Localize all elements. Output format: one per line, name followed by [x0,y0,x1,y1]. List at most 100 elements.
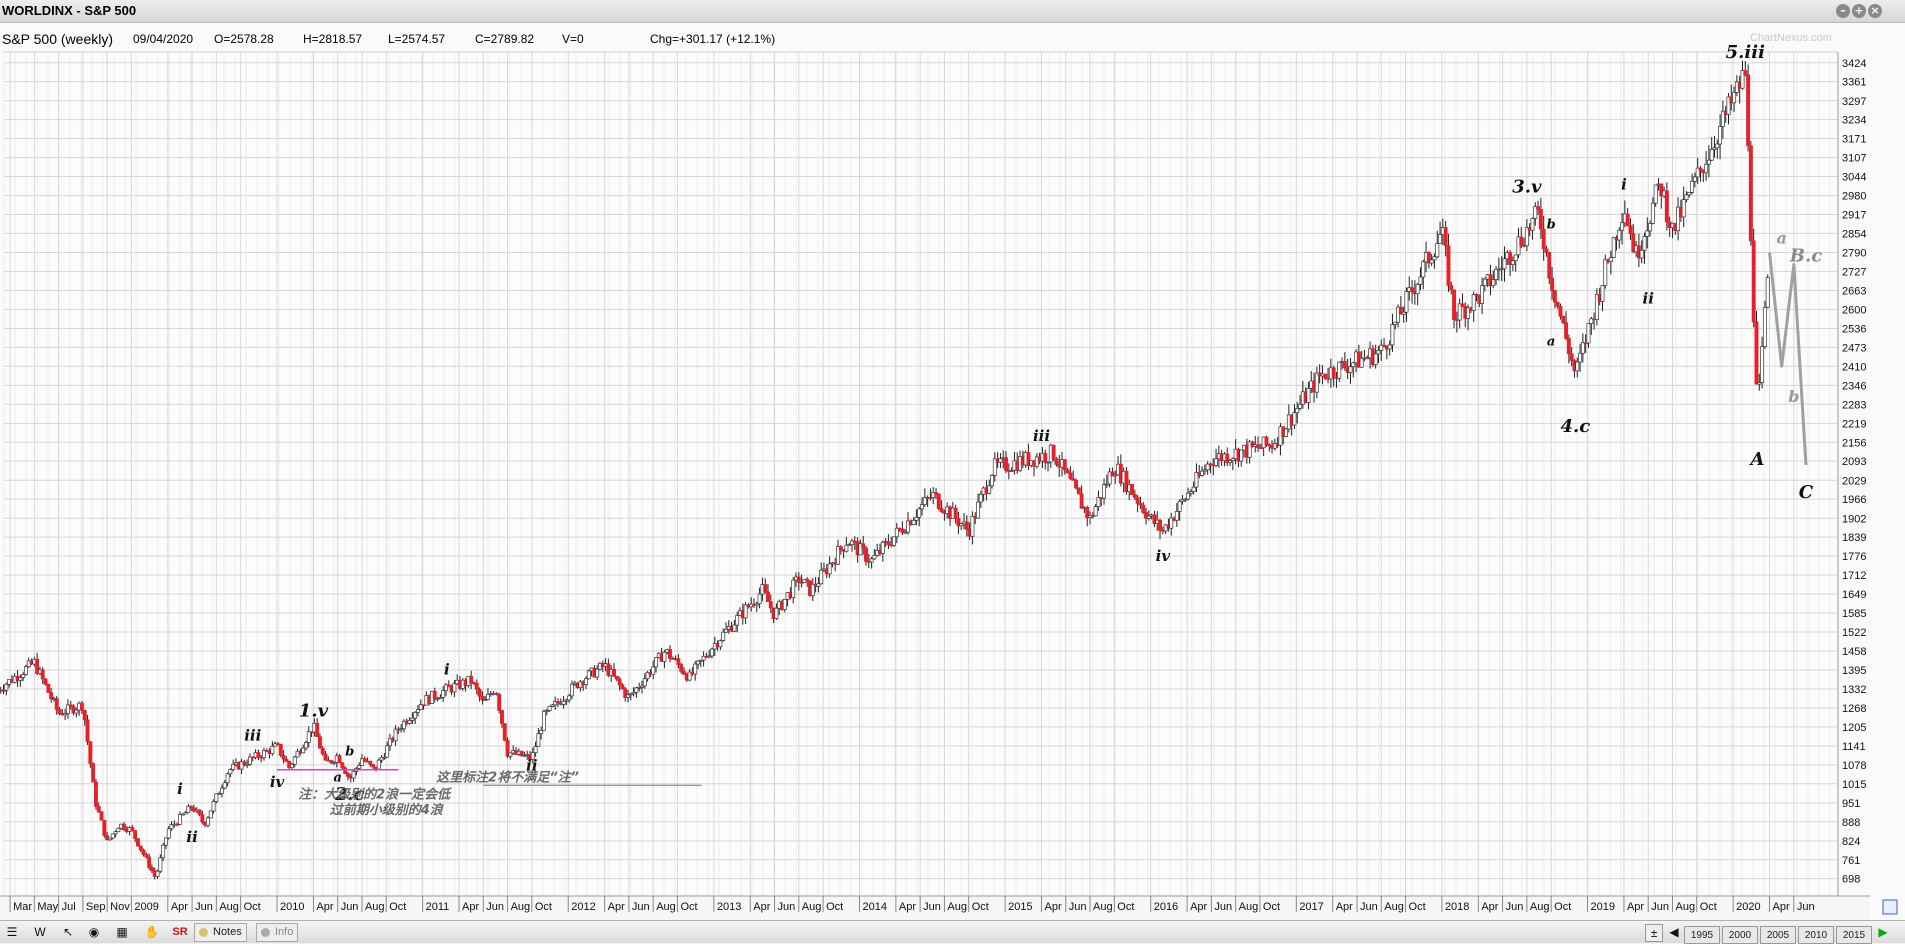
candle-up [1177,500,1182,512]
x-tick-label: 2011 [426,901,450,913]
annotation-lines [277,252,1808,786]
info-date: 09/04/2020 [133,32,194,46]
candle-up [1594,293,1599,320]
maximize-icon[interactable]: + [1852,4,1866,18]
candle-up [911,519,916,526]
candle-down [617,678,622,686]
candle-up [270,745,275,754]
candle-up [295,750,300,758]
candle-down [102,819,107,836]
x-tick-label: Nov [110,901,130,913]
candle-up [735,615,740,626]
x-tick-label: Aug [219,901,239,913]
price-chart[interactable]: iiiiiiiv1.vab2.ciiiiiiiv3.vba4.ciii5.iii… [0,0,1905,920]
candle-up [1169,517,1174,529]
cursor-icon[interactable]: ↖ [62,925,74,939]
palette-icon[interactable]: ◉ [88,925,100,939]
x-tick-label: Aug [1384,901,1404,913]
candle-up [169,824,174,830]
candle-up [1200,470,1204,476]
minimize-icon[interactable]: – [1836,4,1850,18]
candle-up [1687,192,1692,196]
x-tick-label: Oct [535,901,552,913]
candle-up [544,710,549,712]
candle-down [1068,472,1073,480]
candle-down [40,669,45,680]
candle-down [278,743,283,756]
scroll-right-icon[interactable]: ▶ [1878,925,1888,939]
year-range-box[interactable]: 2015 [1836,926,1872,944]
layout-icon[interactable]: ▦ [116,925,128,939]
x-axis: Mar May Jul Sep Nov 2009 Apr Jun Aug Oct 2010 Apr Ju… [0,895,1898,920]
candle-up [385,745,390,758]
candle-up [1292,412,1297,426]
candle-up [1653,184,1658,204]
candle-down [1664,190,1669,223]
candle-up [410,717,415,721]
candle-up [536,733,541,747]
candle-down [1043,452,1048,463]
candle-up [211,801,216,812]
x-tick-label: Jun [195,901,213,913]
candle-up [987,485,992,494]
info-change: Chg=+301.17 (+12.1%) [650,32,776,46]
candle-up [1418,276,1423,285]
notes-tab[interactable]: Notes [194,923,247,942]
candle-up [724,628,728,633]
candle-up [998,458,1003,463]
candle-up [1034,456,1039,467]
candle-down [934,492,938,495]
sr-icon[interactable]: SR [172,926,188,938]
chart-grid [3,51,1839,897]
zoom-icon[interactable]: ± [1645,924,1663,942]
close-icon[interactable]: × [1868,4,1882,18]
candle-up [444,684,448,691]
x-tick-label: Aug [1239,901,1259,913]
candle-up [1186,492,1190,500]
candle-down [1074,480,1078,489]
candle-down [494,692,499,695]
w-icon[interactable]: W [34,925,46,939]
y-tick-label: 1332 [1842,684,1866,696]
candle-down [1625,213,1630,227]
candle-up [550,704,555,707]
candle-down [936,493,941,509]
wave-label: i [444,661,450,679]
candle-down [315,722,320,738]
candle-up [1284,428,1289,437]
hand-icon[interactable]: ✋ [144,925,160,939]
x-tick-label: Apr [1190,901,1207,913]
wave-label: iv [270,773,285,791]
candle-down [763,584,768,593]
candle-up [701,655,706,661]
candle-up [1692,176,1697,182]
year-range-box[interactable]: 2005 [1760,926,1796,944]
candle-up [1578,352,1583,363]
annotation-text: 这里标注2将不满足“注” [436,770,579,786]
candle-up [1482,278,1487,286]
candle-up [1093,506,1098,517]
info-icon [261,928,270,937]
candle-down [861,543,866,549]
info-tab[interactable]: Info [256,923,299,942]
candle-down [49,692,54,700]
candle-up [906,520,910,533]
candle-up [1247,441,1252,458]
year-range-box[interactable]: 2010 [1798,926,1834,944]
candle-up [1401,311,1406,315]
x-tick-label: Jun [341,901,359,913]
candle-up [1393,321,1398,325]
year-range-box[interactable]: 1995 [1684,926,1720,944]
candle-up [1620,222,1625,231]
candle-down [189,805,194,809]
candle-up [1432,256,1437,261]
scroll-left-icon[interactable]: ◀ [1669,925,1679,939]
year-range-box[interactable]: 2000 [1722,926,1758,944]
candle-up [872,554,877,560]
y-tick-label: 3044 [1842,172,1866,184]
notes-icon [199,928,208,937]
x-tick-label: Jul [62,901,76,913]
candle-down [1536,206,1541,210]
candle-up [292,756,297,765]
menu-icon[interactable]: ☰ [6,925,18,939]
